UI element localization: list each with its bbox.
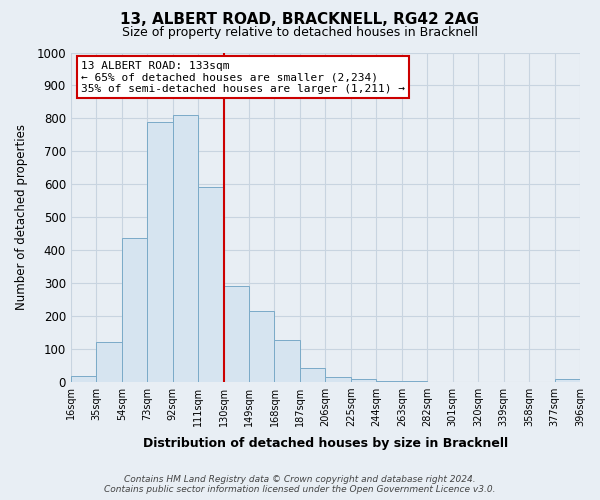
Bar: [122, 238, 147, 382]
Bar: [376, 380, 402, 382]
Bar: [402, 381, 427, 382]
Y-axis label: Number of detached properties: Number of detached properties: [15, 124, 28, 310]
Bar: [96, 342, 122, 382]
Bar: [274, 340, 300, 382]
Bar: [554, 379, 580, 382]
Bar: [300, 368, 325, 382]
Bar: [71, 376, 96, 382]
Bar: [224, 286, 249, 382]
Bar: [198, 188, 224, 382]
Bar: [173, 115, 198, 382]
Text: 13, ALBERT ROAD, BRACKNELL, RG42 2AG: 13, ALBERT ROAD, BRACKNELL, RG42 2AG: [121, 12, 479, 28]
Text: Size of property relative to detached houses in Bracknell: Size of property relative to detached ho…: [122, 26, 478, 39]
Text: Contains HM Land Registry data © Crown copyright and database right 2024.
Contai: Contains HM Land Registry data © Crown c…: [104, 474, 496, 494]
X-axis label: Distribution of detached houses by size in Bracknell: Distribution of detached houses by size …: [143, 437, 508, 450]
Text: 13 ALBERT ROAD: 133sqm
← 65% of detached houses are smaller (2,234)
35% of semi-: 13 ALBERT ROAD: 133sqm ← 65% of detached…: [81, 60, 405, 94]
Bar: [325, 376, 351, 382]
Bar: [351, 379, 376, 382]
Bar: [147, 122, 173, 382]
Bar: [249, 312, 274, 382]
